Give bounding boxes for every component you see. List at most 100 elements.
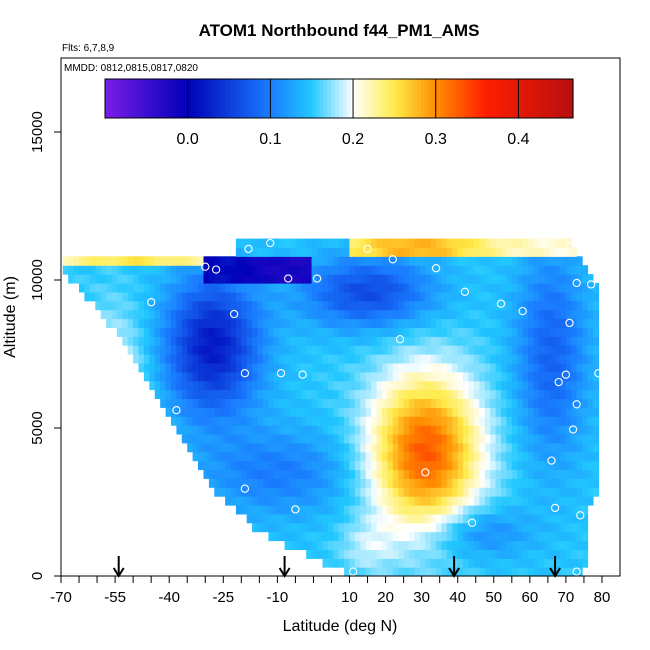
heatmap-cell (138, 309, 145, 320)
heatmap-cell (403, 345, 410, 355)
heatmap-cell (387, 505, 394, 515)
heatmap-cell (235, 274, 242, 284)
heatmap-cell (517, 469, 524, 479)
heatmap-cell (501, 371, 507, 382)
heatmap-cell (517, 274, 524, 284)
heatmap-cell (533, 327, 540, 337)
colorbar-segment (565, 79, 570, 118)
heatmap-cell (230, 407, 237, 417)
heatmap-cell (138, 362, 145, 373)
heatmap-cell (295, 238, 302, 249)
heatmap-cell (327, 327, 334, 337)
heatmap-cell (333, 345, 340, 355)
heatmap-cell (555, 416, 562, 426)
heatmap-cell (430, 238, 437, 249)
heatmap-cell (284, 274, 291, 284)
colorbar-segment (315, 79, 321, 118)
heatmap-cell (484, 256, 491, 266)
heatmap-cell (473, 460, 480, 471)
heatmap-cell (446, 469, 453, 479)
heatmap-cell (154, 274, 161, 284)
colorbar-segment (393, 79, 399, 118)
heatmap-cell (376, 291, 383, 302)
heatmap-cell (230, 487, 237, 497)
heatmap-cell (300, 345, 307, 355)
heatmap-cell (528, 407, 534, 417)
heatmap-cell (116, 300, 123, 311)
heatmap-cell (398, 336, 405, 346)
heatmap-cell (452, 265, 459, 275)
heatmap-cell (219, 265, 226, 275)
heatmap-cell (425, 300, 432, 311)
heatmap-cell (317, 478, 324, 488)
colorbar-segment (206, 79, 211, 118)
heatmap-cell (436, 442, 443, 453)
heatmap-cell (560, 496, 567, 506)
heatmap-cell (290, 478, 296, 488)
heatmap-cell (165, 309, 172, 320)
heatmap-cell (419, 505, 426, 515)
heatmap-cell (582, 318, 589, 328)
heatmap-cell (473, 513, 480, 524)
heatmap-cell (279, 433, 286, 444)
heatmap-cell (463, 380, 470, 391)
heatmap-cell (376, 487, 383, 497)
colorbar-segment (249, 79, 254, 118)
heatmap-cell (322, 487, 329, 497)
heatmap-cell (338, 531, 345, 542)
heatmap-cell (290, 327, 296, 337)
heatmap-cell (495, 549, 502, 559)
heatmap-cell (490, 416, 497, 426)
heatmap-cell (549, 460, 556, 471)
heatmap-cell (263, 238, 269, 249)
heatmap-cell (295, 398, 302, 408)
heatmap-cell (360, 309, 367, 320)
colorbar-segment (463, 79, 469, 118)
heatmap-cell (414, 505, 421, 515)
heatmap-cell (360, 327, 367, 337)
colorbar-segment (514, 79, 519, 118)
heatmap-cell (511, 380, 518, 391)
heatmap-cell (457, 442, 464, 453)
heatmap-cell (446, 505, 453, 515)
heatmap-cell (544, 469, 551, 479)
heatmap-cell (219, 274, 226, 284)
heatmap-cell (311, 247, 318, 257)
heatmap-cell (176, 274, 183, 284)
heatmap-cell (95, 283, 102, 293)
heatmap-cell (593, 362, 599, 373)
heatmap-cell (360, 469, 367, 479)
heatmap-cell (171, 256, 177, 266)
heatmap-cell (528, 505, 534, 515)
heatmap-cell (273, 256, 280, 266)
heatmap-cell (165, 380, 172, 391)
y-tick-label: 10000 (29, 259, 46, 301)
heatmap-cell (473, 451, 480, 462)
heatmap-cell (387, 460, 394, 471)
heatmap-cell (495, 513, 502, 524)
heatmap-cell (279, 416, 286, 426)
heatmap-cell (452, 291, 459, 302)
heatmap-cell (268, 433, 275, 444)
heatmap-cell (587, 274, 594, 284)
heatmap-cell (268, 398, 275, 408)
heatmap-cell (398, 416, 405, 426)
heatmap-cell (436, 256, 443, 266)
colorbar-segment (467, 79, 473, 118)
heatmap-cell (273, 522, 280, 533)
heatmap-cell (441, 469, 448, 479)
heatmap-cell (382, 487, 388, 497)
heatmap-cell (284, 265, 291, 275)
heatmap-cell (263, 309, 269, 320)
heatmap-cell (230, 274, 237, 284)
heatmap-cell (138, 256, 145, 266)
heatmap-cell (436, 487, 443, 497)
heatmap-cell (549, 522, 556, 533)
heatmap-cell (430, 362, 437, 373)
colorbar-segment (389, 79, 395, 118)
heatmap-cell (430, 522, 437, 533)
heatmap-cell (398, 256, 405, 266)
heatmap-cell (511, 433, 518, 444)
heatmap-cell (463, 558, 470, 568)
heatmap-cell (409, 549, 415, 559)
